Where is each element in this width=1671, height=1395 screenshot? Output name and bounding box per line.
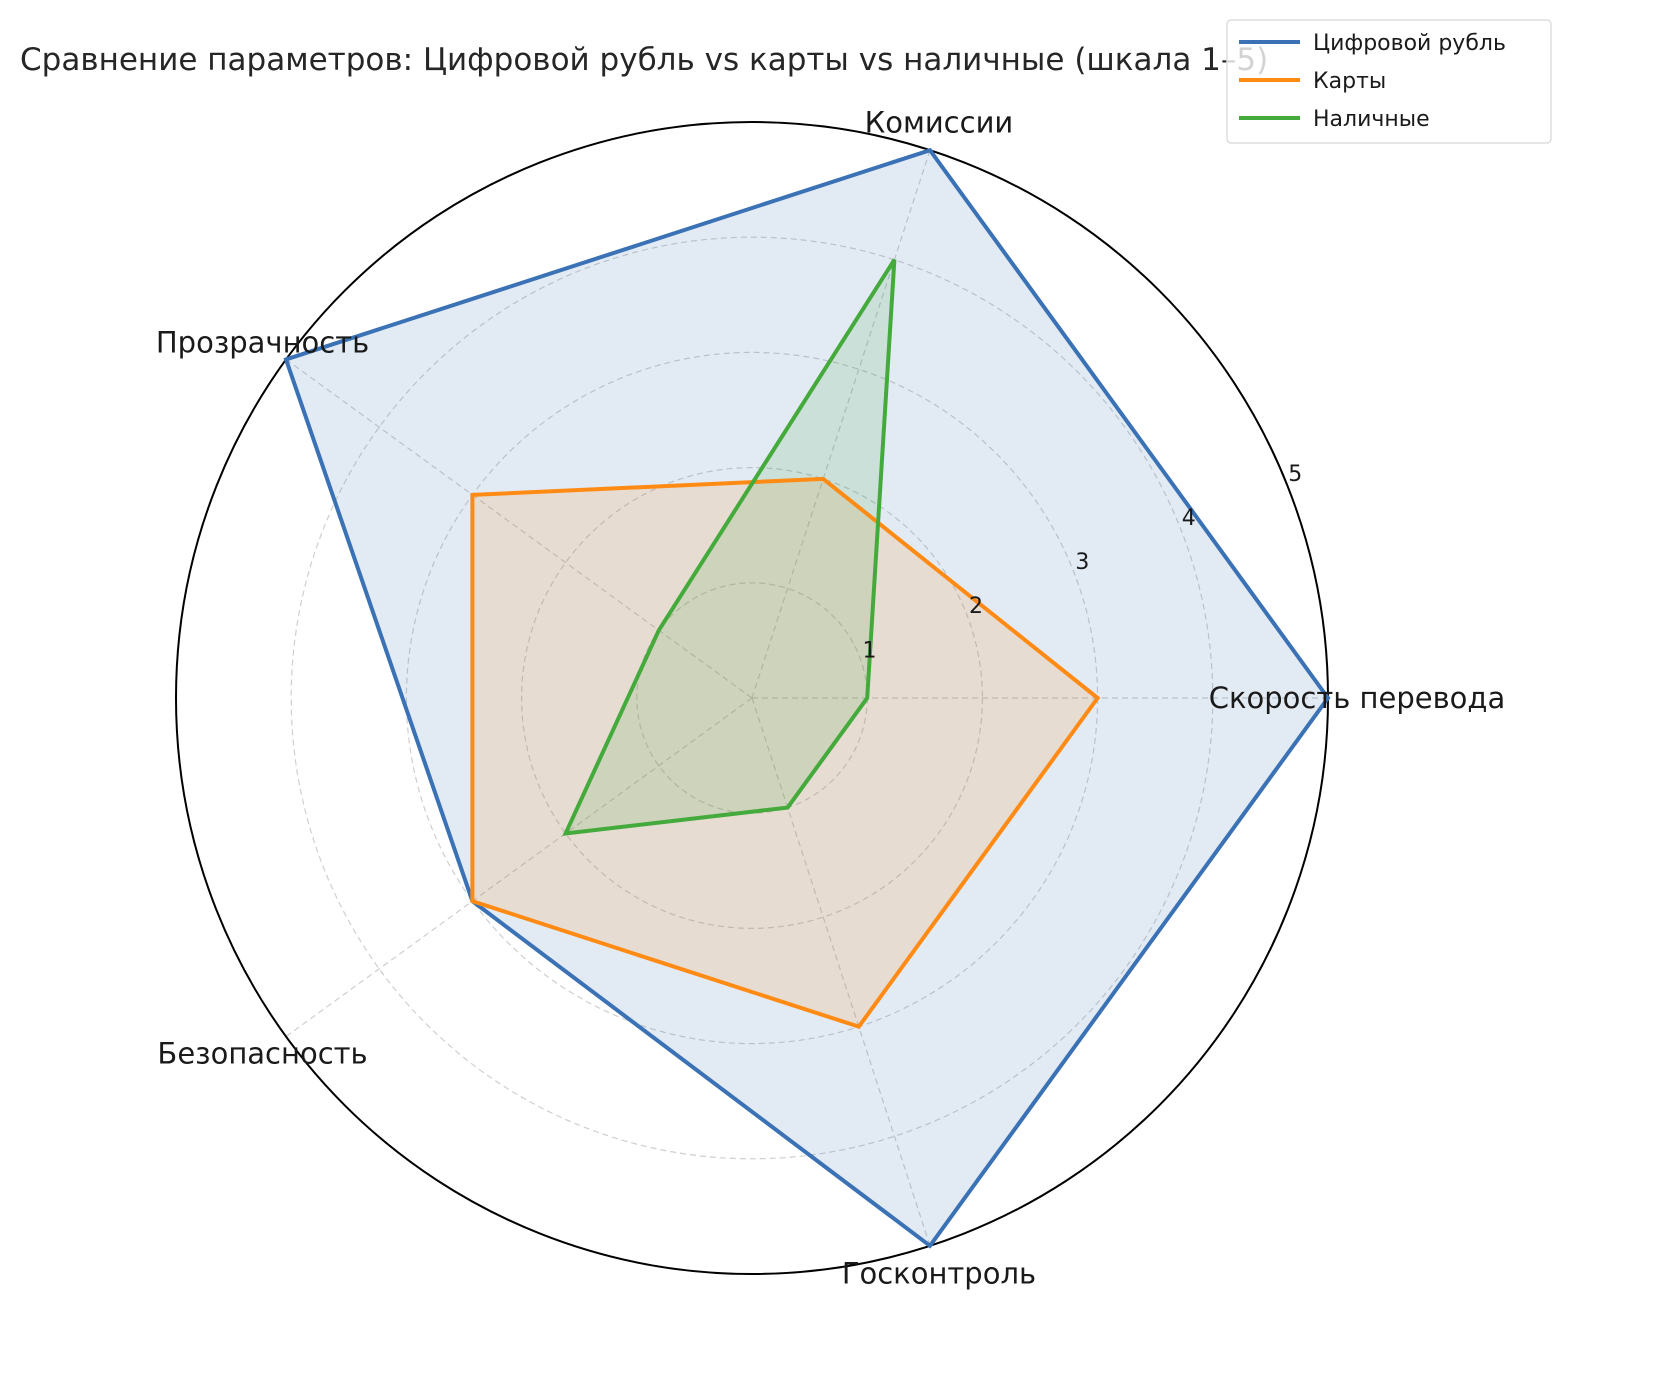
series-fill-1 <box>472 478 1098 1027</box>
spoke-line <box>285 358 753 699</box>
spoke-line <box>285 697 753 1038</box>
legend: Цифровой рубль Карты Наличные <box>1226 19 1552 144</box>
series-fill-2 <box>565 259 895 834</box>
chart-title: Сравнение параметров: Цифровой рубль vs … <box>20 42 1268 78</box>
category-label: Скорость перевода <box>1209 681 1506 715</box>
legend-label: Карты <box>1313 69 1386 94</box>
series-line-0 <box>283 147 1331 1249</box>
series-layer <box>283 147 1331 1249</box>
series-line-1 <box>470 476 1101 1030</box>
spoke-line <box>751 697 931 1246</box>
series-fill-0 <box>286 150 1328 1246</box>
legend-box <box>1226 19 1552 144</box>
axis-labels: Скорость перевода Комиссии Прозрачность Без… <box>156 106 1505 1291</box>
radial-tick-label: 1 <box>863 638 877 663</box>
radial-tick-label: 4 <box>1182 506 1196 531</box>
legend-label: Цифровой рубль <box>1313 31 1506 56</box>
category-label: Комиссии <box>865 106 1014 140</box>
category-label: Прозрачность <box>156 325 369 359</box>
category-label: Госконтроль <box>842 1256 1036 1290</box>
legend-label: Наличные <box>1313 107 1430 132</box>
category-label: Безопасность <box>157 1037 367 1071</box>
radial-tick-label: 5 <box>1288 462 1302 487</box>
series-line-2 <box>562 258 897 836</box>
radial-tick-label: 3 <box>1075 550 1089 575</box>
spoke-line <box>751 150 931 699</box>
radial-tick-label: 2 <box>969 594 983 619</box>
